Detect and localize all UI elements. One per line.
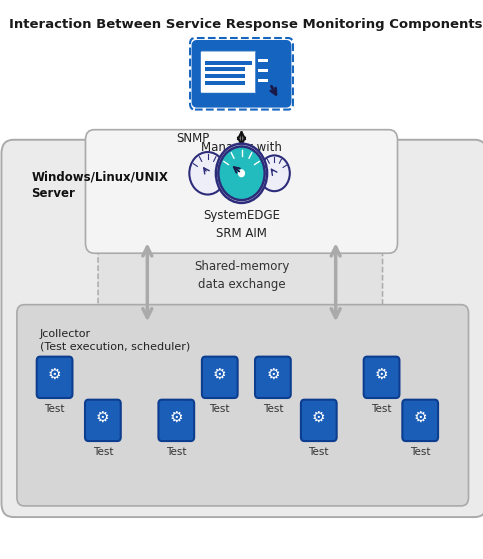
Text: SystemEDGE
SRM AIM: SystemEDGE SRM AIM: [203, 209, 280, 240]
Text: Test: Test: [93, 447, 113, 457]
Text: ⚙: ⚙: [48, 367, 61, 382]
FancyBboxPatch shape: [17, 305, 469, 506]
FancyBboxPatch shape: [1, 140, 483, 517]
Text: Test: Test: [210, 404, 230, 414]
FancyBboxPatch shape: [98, 222, 383, 328]
Text: ⚙: ⚙: [170, 410, 183, 425]
FancyBboxPatch shape: [258, 69, 268, 72]
Text: Manager with
SRM PMM: Manager with SRM PMM: [201, 141, 282, 171]
Text: ⚙: ⚙: [266, 367, 280, 382]
FancyBboxPatch shape: [301, 400, 337, 441]
FancyBboxPatch shape: [256, 51, 270, 93]
FancyBboxPatch shape: [258, 59, 268, 63]
Text: Test: Test: [263, 404, 283, 414]
FancyBboxPatch shape: [205, 74, 245, 78]
Text: Test: Test: [166, 447, 186, 457]
Text: Jcollector
(Test execution, scheduler): Jcollector (Test execution, scheduler): [40, 329, 190, 352]
FancyBboxPatch shape: [200, 51, 257, 93]
FancyBboxPatch shape: [205, 80, 245, 84]
FancyBboxPatch shape: [258, 79, 268, 82]
FancyBboxPatch shape: [402, 400, 438, 441]
FancyBboxPatch shape: [193, 41, 290, 106]
Circle shape: [216, 144, 267, 203]
Text: Test: Test: [44, 404, 65, 414]
FancyBboxPatch shape: [205, 67, 245, 71]
Circle shape: [189, 152, 226, 195]
FancyBboxPatch shape: [364, 357, 399, 398]
Text: ⚙: ⚙: [375, 367, 388, 382]
Text: ⚙: ⚙: [413, 410, 427, 425]
Text: SNMP: SNMP: [176, 132, 210, 145]
Circle shape: [259, 155, 290, 191]
FancyBboxPatch shape: [255, 357, 291, 398]
Circle shape: [239, 170, 244, 177]
Text: Test: Test: [309, 447, 329, 457]
Text: Interaction Between Service Response Monitoring Components: Interaction Between Service Response Mon…: [9, 18, 482, 31]
FancyBboxPatch shape: [85, 400, 121, 441]
FancyBboxPatch shape: [158, 400, 194, 441]
Text: Windows/Linux/UNIX
Server: Windows/Linux/UNIX Server: [31, 170, 168, 201]
Text: ⚙: ⚙: [96, 410, 110, 425]
Text: ⚙: ⚙: [312, 410, 326, 425]
Text: Test: Test: [371, 404, 392, 414]
Text: Test: Test: [410, 447, 430, 457]
FancyBboxPatch shape: [37, 357, 72, 398]
FancyBboxPatch shape: [85, 130, 398, 253]
Circle shape: [218, 146, 265, 200]
FancyBboxPatch shape: [205, 61, 252, 65]
Text: ⚙: ⚙: [213, 367, 227, 382]
Text: Shared-memory
data exchange: Shared-memory data exchange: [194, 259, 289, 291]
FancyBboxPatch shape: [202, 357, 238, 398]
